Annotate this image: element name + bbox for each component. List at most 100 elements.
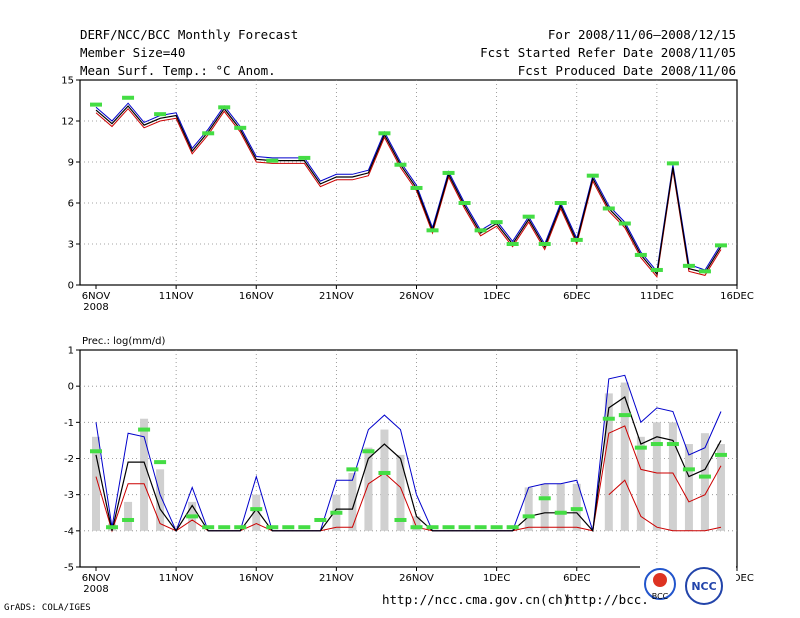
observation-marker bbox=[266, 158, 279, 163]
observation-marker bbox=[586, 173, 599, 178]
ensemble-bar bbox=[700, 433, 709, 531]
observation-marker bbox=[394, 162, 407, 167]
observation-marker bbox=[202, 525, 215, 530]
member-size: Member Size=40 bbox=[80, 45, 186, 60]
observation-marker bbox=[282, 525, 295, 530]
observation-marker bbox=[426, 525, 439, 530]
y-tick-label: 15 bbox=[61, 76, 74, 87]
series-upper bbox=[95, 374, 722, 533]
ensemble-bar bbox=[140, 418, 149, 531]
series-mean bbox=[95, 396, 722, 533]
observation-marker bbox=[490, 525, 503, 530]
observation-marker bbox=[442, 170, 455, 175]
observation-marker bbox=[154, 460, 167, 465]
observation-marker bbox=[570, 237, 583, 242]
observation-marker bbox=[122, 517, 135, 522]
forecast-period: For 2008/11/06—2008/12/15 bbox=[547, 27, 736, 42]
x-tick-label: 11DEC bbox=[640, 291, 674, 302]
y-tick-label: -4 bbox=[64, 526, 74, 537]
precip-title: Prec.: log(mm/d) bbox=[82, 336, 165, 347]
observation-marker bbox=[602, 206, 615, 211]
observation-marker bbox=[458, 201, 471, 205]
observation-marker bbox=[474, 525, 487, 530]
observation-marker bbox=[634, 445, 647, 450]
observation-marker bbox=[346, 467, 359, 472]
temperature-panel: 0 3 6 9 12 15 6NOV 11NOV 16NOV 21NOV 26NOV 1DEC 6DEC… bbox=[61, 76, 754, 314]
x-tick-label: 26NOV bbox=[399, 573, 434, 584]
observation-marker bbox=[458, 525, 471, 530]
started-date: Fcst Started Refer Date 2008/11/05 bbox=[480, 45, 736, 60]
x-tick-label: 11NOV bbox=[159, 291, 194, 302]
logo-area: BCC NCC bbox=[640, 566, 736, 608]
observation-marker bbox=[570, 507, 583, 512]
x-tick-label: 16NOV bbox=[239, 573, 274, 584]
x-tick-label: 21NOV bbox=[319, 573, 354, 584]
chart-title: DERF/NCC/BCC Monthly Forecast bbox=[80, 27, 299, 42]
observation-marker bbox=[378, 131, 391, 136]
x-tick-label: 1DEC bbox=[483, 291, 510, 302]
observation-marker bbox=[682, 467, 695, 472]
x-tick-label: 16DEC bbox=[720, 573, 754, 584]
series-mean bbox=[95, 105, 722, 276]
y-tick-label: -1 bbox=[64, 418, 74, 429]
series-upper bbox=[95, 102, 722, 273]
bcc-logo-text: BCC bbox=[652, 592, 669, 601]
observation-marker bbox=[442, 525, 455, 530]
bcc-ncc-logo: BCC NCC bbox=[644, 567, 723, 605]
ensemble-bar bbox=[412, 516, 421, 531]
x-tick-label: 6NOV bbox=[82, 573, 111, 584]
observation-marker bbox=[330, 510, 343, 515]
x-tick-label: 16NOV bbox=[239, 291, 274, 302]
x-tick-label: 6DEC bbox=[563, 573, 590, 584]
observation-marker bbox=[410, 185, 423, 190]
observation-marker bbox=[538, 242, 551, 246]
plot-frame bbox=[79, 79, 738, 286]
x-tick-label: 1DEC bbox=[483, 573, 510, 584]
observation-marker bbox=[298, 155, 311, 160]
observation-marker bbox=[506, 525, 519, 530]
variable-label: Mean Surf. Temp.: °C Anom. bbox=[80, 63, 276, 78]
y-tick-label: 1 bbox=[68, 346, 74, 357]
y-tick-label: 6 bbox=[68, 199, 74, 210]
ensemble-bar bbox=[716, 444, 725, 531]
observation-marker bbox=[362, 449, 375, 454]
series-lower bbox=[95, 107, 722, 278]
url-ch[interactable]: http://ncc.cma.gov.cn(ch) bbox=[382, 592, 571, 607]
observation-marker bbox=[90, 449, 102, 454]
observation-marker bbox=[506, 242, 519, 246]
observation-marker bbox=[714, 452, 727, 457]
ensemble-bar bbox=[556, 483, 565, 531]
x-tick-label: 26NOV bbox=[399, 291, 434, 302]
series-red-low bbox=[608, 479, 722, 532]
y-tick-label: 0 bbox=[68, 281, 74, 292]
observation-marker bbox=[666, 442, 679, 447]
ensemble-bar bbox=[684, 444, 693, 531]
observation-marker bbox=[698, 269, 711, 274]
url-bcc[interactable]: http://bcc. bbox=[566, 592, 649, 607]
y-tick-label: 0 bbox=[68, 382, 74, 393]
ensemble-bar bbox=[348, 472, 357, 531]
observation-marker bbox=[186, 514, 199, 519]
observation-marker bbox=[554, 510, 567, 515]
observation-marker bbox=[154, 112, 167, 117]
ensemble-bar bbox=[540, 483, 549, 531]
ensemble-bar bbox=[92, 436, 100, 531]
observation-marker bbox=[250, 507, 263, 512]
ncc-logo-icon bbox=[685, 567, 723, 605]
observation-marker bbox=[650, 267, 663, 272]
observation-marker bbox=[138, 427, 151, 432]
y-tick-label: -5 bbox=[64, 563, 74, 574]
observation-marker bbox=[90, 102, 102, 107]
observation-marker bbox=[538, 496, 551, 501]
observation-marker bbox=[474, 228, 487, 233]
observation-marker bbox=[266, 525, 279, 530]
ensemble-bar bbox=[156, 469, 165, 531]
x-year-label: 2008 bbox=[83, 302, 108, 313]
ensemble-bar bbox=[252, 494, 261, 531]
observation-marker bbox=[218, 525, 231, 530]
grads-credit: GrADS: COLA/IGES bbox=[4, 603, 91, 613]
ensemble-bar bbox=[524, 487, 533, 531]
x-tick-label: 11NOV bbox=[159, 573, 194, 584]
observation-marker bbox=[650, 442, 663, 447]
